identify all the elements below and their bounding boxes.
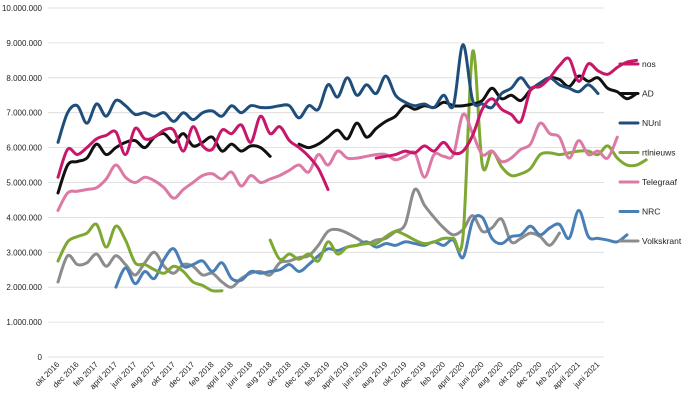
series-line-nunl — [56, 43, 600, 144]
y-axis-ticks: 0 1.000.000 2.000.000 3.000.000 4.000.000 5.0… — [2, 4, 43, 362]
legend-label-ad: AD — [642, 89, 654, 99]
series-line-rtlnieuws — [268, 49, 648, 263]
y-tick-label: 8.000.000 — [6, 74, 42, 83]
y-tick-label: 9.000.000 — [6, 39, 42, 48]
legend-label-rtlnieuws: rtlnieuws — [642, 148, 676, 158]
y-tick-label: 10.000.000 — [2, 4, 43, 13]
series-line-nos — [56, 114, 330, 191]
y-tick-label: 2.000.000 — [6, 283, 42, 292]
legend-label-nrc: NRC — [642, 207, 660, 217]
y-tick-label: 7.000.000 — [6, 109, 42, 118]
series-line-ad — [297, 74, 639, 150]
series-line-nrc — [114, 208, 629, 289]
series-lines — [56, 43, 648, 293]
y-tick-label: 1.000.000 — [6, 318, 42, 327]
series-line-ad — [56, 131, 272, 195]
series-line-volkskrant — [56, 187, 561, 289]
series-line-nos — [374, 56, 639, 160]
series-line-rtlnieuws — [56, 222, 224, 293]
legend-label-volkskrant: Volkskrant — [642, 236, 682, 246]
y-tick-label: 4.000.000 — [6, 213, 42, 222]
legend-label-nunl: NUnl — [642, 118, 661, 128]
legend: nos AD NUnl rtlnieuws Telegraaf NRC Volkskrant — [618, 59, 682, 246]
y-tick-label: 6.000.000 — [6, 144, 42, 153]
legend-label-nos: nos — [642, 59, 656, 69]
y-tick-label: 5.000.000 — [6, 179, 42, 188]
series-line-telegraaf — [56, 112, 619, 212]
legend-label-telegraaf: Telegraaf — [642, 177, 678, 187]
y-tick-label: 3.000.000 — [6, 248, 42, 257]
y-tick-label: 0 — [38, 353, 43, 362]
